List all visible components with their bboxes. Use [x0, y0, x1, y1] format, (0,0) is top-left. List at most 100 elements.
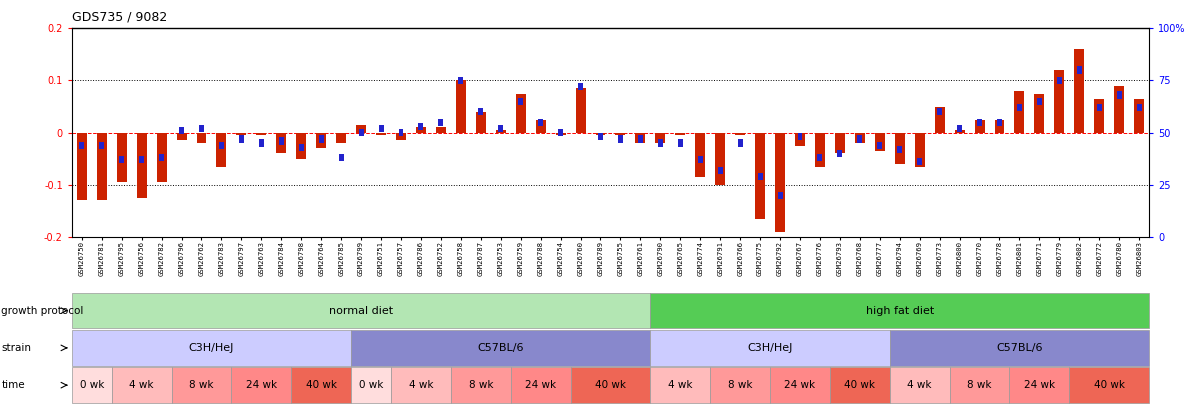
Bar [1055, 70, 1064, 132]
Bar [479, 108, 484, 115]
Bar [555, 132, 565, 135]
Text: 24 wk: 24 wk [784, 380, 815, 390]
Bar [838, 150, 843, 157]
Bar [299, 144, 304, 151]
Bar [316, 132, 326, 148]
Bar [1137, 104, 1142, 111]
Bar [139, 156, 144, 163]
Bar [77, 132, 86, 200]
Text: 8 wk: 8 wk [468, 380, 493, 390]
Bar [618, 135, 622, 143]
Bar [638, 135, 643, 143]
Bar [855, 132, 864, 143]
Bar [675, 132, 685, 135]
Bar [1114, 86, 1124, 132]
Text: growth protocol: growth protocol [1, 306, 84, 315]
Text: strain: strain [1, 343, 31, 353]
Bar [277, 132, 286, 153]
Bar [737, 139, 742, 147]
Bar [458, 77, 463, 84]
Bar [715, 132, 725, 185]
Text: 40 wk: 40 wk [305, 380, 336, 390]
Bar [658, 139, 663, 147]
Bar [954, 130, 965, 132]
Text: time: time [1, 380, 25, 390]
Bar [475, 112, 486, 132]
Text: 0 wk: 0 wk [79, 380, 104, 390]
Bar [678, 139, 682, 147]
Bar [877, 141, 882, 149]
Bar [917, 158, 922, 166]
Bar [937, 108, 942, 115]
Bar [419, 123, 424, 130]
Text: 0 wk: 0 wk [359, 380, 383, 390]
Bar [199, 125, 203, 132]
Bar [774, 132, 785, 232]
Bar [356, 125, 366, 132]
Bar [977, 119, 982, 126]
Bar [236, 132, 247, 135]
Bar [718, 166, 723, 174]
Text: 8 wk: 8 wk [189, 380, 214, 390]
Bar [259, 139, 263, 147]
Text: 8 wk: 8 wk [967, 380, 992, 390]
Bar [958, 125, 962, 132]
Bar [578, 83, 583, 90]
Bar [99, 141, 104, 149]
Bar [898, 146, 903, 153]
Bar [1096, 104, 1101, 111]
Bar [438, 119, 443, 126]
Bar [456, 81, 466, 132]
Bar [974, 119, 984, 132]
Bar [376, 132, 385, 135]
Bar [159, 154, 164, 161]
Bar [1094, 99, 1104, 132]
Bar [436, 128, 445, 132]
Text: C3H/HeJ: C3H/HeJ [747, 343, 792, 353]
Bar [758, 173, 762, 180]
Bar [417, 128, 426, 132]
Bar [857, 135, 862, 143]
Bar [196, 132, 206, 143]
Bar [359, 129, 364, 136]
Bar [795, 132, 804, 146]
Bar [516, 94, 525, 132]
Bar [815, 132, 825, 166]
Text: 4 wk: 4 wk [129, 380, 154, 390]
Bar [296, 132, 306, 159]
Bar [1014, 91, 1025, 132]
Bar [1074, 49, 1084, 132]
Bar [219, 141, 224, 149]
Bar [834, 132, 845, 153]
Bar [595, 132, 606, 135]
Bar [935, 107, 944, 132]
Text: 24 wk: 24 wk [525, 380, 557, 390]
Bar [120, 156, 124, 163]
Bar [378, 125, 383, 132]
Bar [755, 132, 765, 219]
Text: high fat diet: high fat diet [865, 306, 934, 315]
Bar [1057, 77, 1062, 84]
Bar [915, 132, 924, 166]
Bar [318, 135, 323, 143]
Bar [256, 132, 266, 135]
Bar [997, 119, 1002, 126]
Bar [339, 154, 344, 161]
Bar [239, 135, 244, 143]
Text: 24 wk: 24 wk [1023, 380, 1055, 390]
Text: 40 wk: 40 wk [1094, 380, 1125, 390]
Bar [536, 119, 546, 132]
Text: 4 wk: 4 wk [408, 380, 433, 390]
Bar [894, 132, 905, 164]
Bar [539, 119, 543, 126]
Bar [695, 132, 705, 177]
Bar [1017, 104, 1022, 111]
Bar [797, 133, 802, 141]
Bar [336, 132, 346, 143]
Bar [177, 132, 187, 141]
Bar [778, 192, 783, 199]
Text: GDS735 / 9082: GDS735 / 9082 [72, 10, 168, 23]
Text: C57BL/6: C57BL/6 [996, 343, 1043, 353]
Bar [576, 88, 585, 132]
Bar [656, 132, 666, 143]
